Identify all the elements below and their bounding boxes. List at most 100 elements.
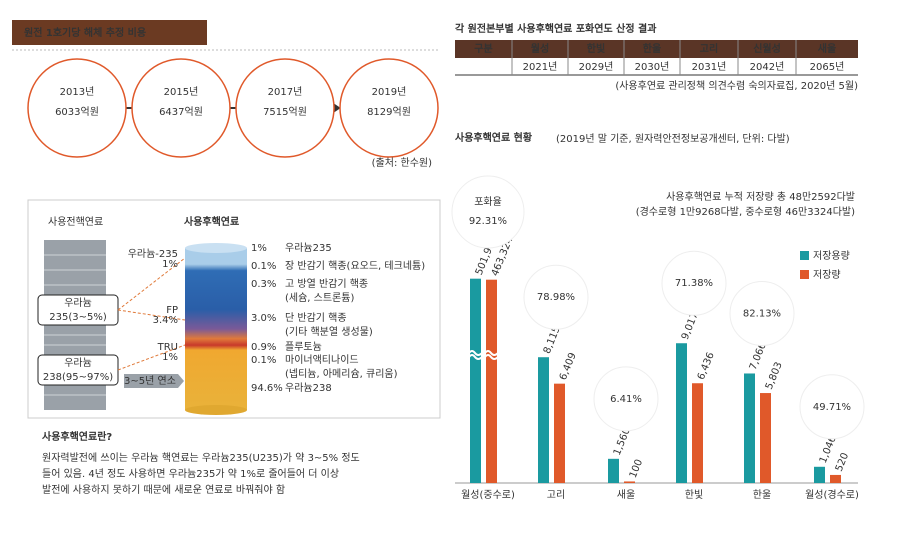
x-tick-label: 한빛 xyxy=(685,489,703,501)
component-pct: 3.0% xyxy=(251,313,276,324)
saturation-value: 49.71% xyxy=(813,402,851,413)
saturation-value: 6.41% xyxy=(610,394,642,405)
saturation-value: 82.13% xyxy=(743,308,781,319)
x-tick-label: 새울 xyxy=(617,489,635,501)
x-tick-label: 월성(경수로) xyxy=(805,488,859,501)
saturation-bubble xyxy=(661,250,727,316)
explain-line: 발전에 사용하지 못하기 때문에 새로운 연료로 바꿔줘야 함 xyxy=(42,483,285,496)
bar xyxy=(624,481,635,483)
inner-label: 우라늄-235 xyxy=(128,248,178,260)
component-text: (넵티늄, 아메리슘, 큐리움) xyxy=(285,368,398,380)
diagram-after: 사용후핵연료 xyxy=(184,215,239,228)
cost-year: 2019년 xyxy=(372,86,407,98)
cost-year: 2013년 xyxy=(60,86,95,98)
burn-label: 3~5년 연소 xyxy=(124,375,176,387)
u235-label: 우라늄 xyxy=(64,297,92,309)
chart-subtitle: (2019년 말 기준, 원자력안전정보공개센터, 단위: 다발) xyxy=(556,132,790,145)
table-plant: 새울 xyxy=(818,42,836,55)
component-text: 고 방열 반감기 핵종 xyxy=(285,278,368,290)
spent-fuel-cylinder xyxy=(185,248,247,410)
bar xyxy=(744,373,755,483)
inner-label: FP xyxy=(166,305,178,316)
table-year: 2065년 xyxy=(810,61,845,73)
component-text: 단 반감기 핵종 xyxy=(285,312,347,324)
diagram-before: 사용전핵연료 xyxy=(48,216,103,228)
table-plant: 신월성 xyxy=(753,42,781,55)
cylinder-bottom xyxy=(185,405,247,415)
bar xyxy=(608,458,619,483)
component-text: (기타 핵분열 생성물) xyxy=(285,326,373,338)
inner-label: 3.4% xyxy=(153,315,178,326)
saturation-bubble xyxy=(523,264,589,330)
explain-line: 들어 있음. 4년 정도 사용하면 우라늄235가 약 1%로 줄어들어 더 이… xyxy=(42,467,339,480)
cost-circle xyxy=(339,58,439,158)
burn-arrow xyxy=(124,374,184,388)
chart-annotation: (경수로형 1만9268다발, 중수로형 46만3324다발) xyxy=(636,205,855,218)
fuel-rod-lines xyxy=(44,254,106,396)
saturation-value: 92.31% xyxy=(469,216,507,227)
bar xyxy=(814,466,825,483)
table-title: 각 원전본부별 사용후핵연료 포화연도 산정 결과 xyxy=(455,22,657,35)
table-note: (사용후연료 관리정책 의견수렴 숙의자료집, 2020년 5월) xyxy=(615,79,858,92)
cost-year: 2015년 xyxy=(164,86,199,98)
cost-title-box xyxy=(12,20,207,45)
cost-circle xyxy=(235,58,335,158)
legend-label: 저장용량 xyxy=(813,250,850,262)
table-plant: 월성 xyxy=(531,42,549,55)
saturation-value: 71.38% xyxy=(675,278,713,289)
bar xyxy=(692,383,703,483)
cylinder-top xyxy=(185,243,247,253)
table-plant: 한울 xyxy=(643,43,661,55)
saturation-bubble xyxy=(729,280,795,346)
bar-break xyxy=(484,350,499,360)
saturation-bubble xyxy=(799,374,865,440)
bar xyxy=(830,474,841,483)
component-pct: 0.1% xyxy=(251,261,276,272)
table-plant: 고리 xyxy=(700,42,718,55)
leader-lines xyxy=(117,257,186,371)
saturation-value: 78.98% xyxy=(537,292,575,303)
inner-label: TRU xyxy=(157,342,178,353)
u238-label: 238(95~97%) xyxy=(43,372,113,383)
chart-title: 사용후핵연료 현황 xyxy=(455,131,533,144)
x-tick-label: 한울 xyxy=(753,489,771,501)
saturation-bubble xyxy=(593,366,659,432)
component-pct: 0.3% xyxy=(251,279,276,290)
cost-amount: 8129억원 xyxy=(367,106,411,118)
bar xyxy=(486,279,497,483)
component-text: 플루토늄 xyxy=(285,341,322,353)
legend-swatch xyxy=(800,270,809,279)
component-text: (세슘, 스트론튬) xyxy=(285,292,354,304)
cost-amount: 6033억원 xyxy=(55,106,99,118)
x-tick-label: 고리 xyxy=(547,489,565,501)
bar xyxy=(554,383,565,483)
component-text: 장 반감기 핵종(요오드, 테크네튬) xyxy=(285,260,425,272)
inner-label: 1% xyxy=(162,259,178,270)
chart-annotation: 사용후핵연료 누적 저장량 총 48만2592다발 xyxy=(666,191,855,203)
table-header xyxy=(455,40,858,58)
component-text: 마이너액티나이드 xyxy=(285,354,359,366)
cost-source: (출처: 한수원) xyxy=(372,157,432,169)
legend-label: 저장량 xyxy=(813,269,841,281)
table-year: 2021년 xyxy=(523,61,558,73)
inner-label: 1% xyxy=(162,352,178,363)
u235-label: 235(3~5%) xyxy=(49,312,107,323)
table-plant: 한빛 xyxy=(587,42,605,55)
bar xyxy=(470,278,481,483)
u238-label: 우라늄 xyxy=(64,357,92,369)
table-year: 2042년 xyxy=(750,61,785,73)
cost-title: 원전 1호기당 해체 추정 비용 xyxy=(24,26,146,39)
bar xyxy=(760,393,771,483)
cost-year: 2017년 xyxy=(268,86,303,98)
table-year: 2030년 xyxy=(635,61,670,73)
cost-amount: 7515억원 xyxy=(263,106,307,118)
saturation-label: 포화율 xyxy=(474,196,502,208)
table-year: 2031년 xyxy=(692,61,727,73)
cost-circle xyxy=(27,58,127,158)
explain-title: 사용후핵연료란? xyxy=(42,430,112,443)
cost-circle xyxy=(131,58,231,158)
component-text: 우라늄235 xyxy=(285,242,332,254)
table-corner: 구분 xyxy=(474,43,492,55)
